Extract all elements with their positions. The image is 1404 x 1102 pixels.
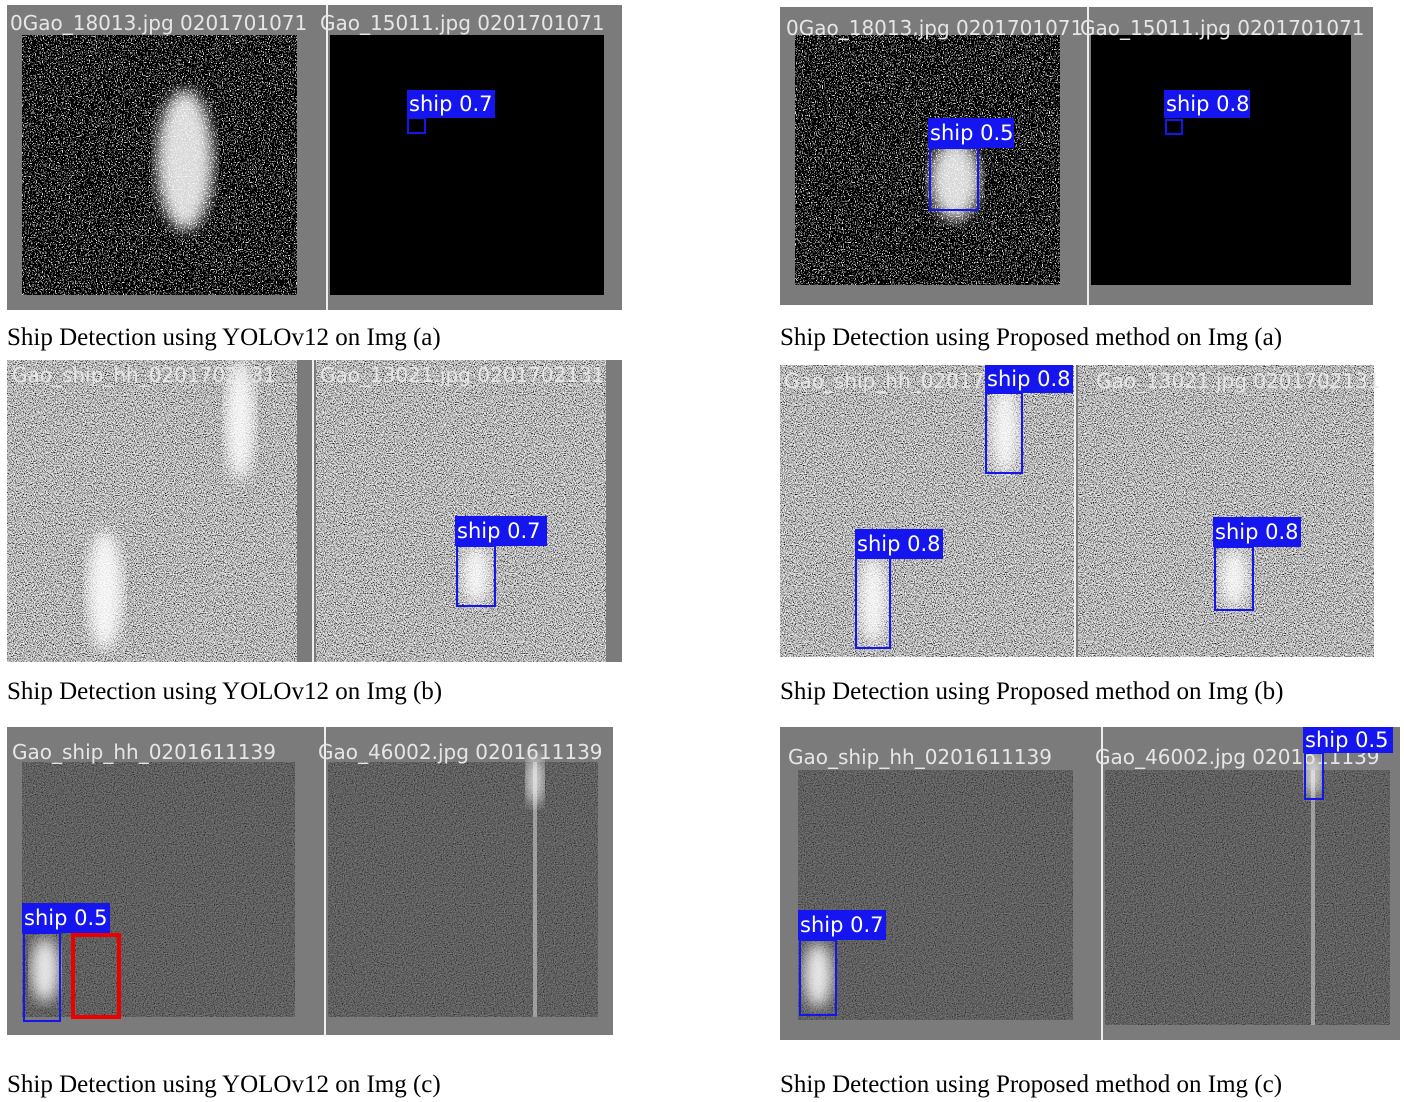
ship-echo	[87, 530, 123, 650]
ship-echo	[804, 943, 832, 1007]
detection-label-bg	[22, 903, 110, 933]
detection-label-bg	[407, 90, 495, 118]
image-filename: Gao_ship_hh_0201702131	[12, 363, 276, 387]
image-noise	[795, 35, 1060, 285]
detection-label-bg	[1164, 90, 1250, 118]
image-filename: 0Gao_18013.jpg 0201701071	[10, 11, 307, 35]
image-noise	[316, 360, 606, 662]
ship-echo	[462, 545, 490, 605]
caption: Ship Detection using Proposed method on …	[780, 324, 1282, 351]
image-noise	[328, 762, 598, 1017]
detection-label: ship 0.5	[1305, 728, 1389, 752]
ship-wake	[533, 762, 537, 1017]
detection-label-bg	[985, 365, 1073, 393]
detection-label-bg	[1303, 727, 1393, 753]
image-noise	[22, 762, 295, 1017]
missed-detection-box	[71, 933, 121, 1019]
caption: Ship Detection using YOLOv12 on Img (c)	[7, 1071, 441, 1098]
detection-label-bg	[798, 910, 886, 940]
ship-echo	[991, 385, 1019, 475]
ship-echo	[930, 140, 980, 220]
caption: Ship Detection using Proposed method on …	[780, 1071, 1282, 1098]
image-filename: Gao_13021.jpg 0201702131	[320, 363, 605, 387]
ship-echo	[157, 90, 213, 230]
detection-box	[1165, 119, 1183, 135]
detection-label: ship 0.7	[800, 913, 884, 937]
detection-label: ship 0.8	[1215, 520, 1299, 544]
image-filename: 0Gao_18013.jpg 0201701071	[786, 16, 1083, 40]
caption: Ship Detection using YOLOv12 on Img (a)	[7, 324, 441, 351]
detection-label-bg	[855, 529, 943, 559]
image-noise	[798, 770, 1073, 1020]
ship-echo	[1305, 753, 1321, 797]
ship-echo	[859, 555, 887, 645]
image-filename: Gao_ship_hh_0201611139	[788, 745, 1052, 769]
image-noise	[1105, 770, 1390, 1025]
detection-label: ship 0.5	[24, 906, 108, 930]
detection-label: ship 0.8	[1166, 92, 1250, 116]
ship-echo	[225, 360, 255, 480]
caption: Ship Detection using Proposed method on …	[780, 678, 1283, 705]
detection-label: ship 0.7	[457, 519, 541, 543]
image-base	[1091, 35, 1351, 285]
image-filename: Gao_15011.jpg 0201701071	[1080, 16, 1365, 40]
image-noise	[1078, 365, 1374, 657]
image-filename: Gao_15011.jpg 0201701071	[320, 11, 605, 35]
detection-label-bg	[1213, 517, 1301, 547]
image-noise	[780, 365, 1075, 657]
ship-wake	[1311, 770, 1315, 1025]
detection-label: ship 0.8	[857, 532, 941, 556]
detection-label: ship 0.8	[987, 367, 1071, 391]
ship-echo	[31, 938, 59, 1002]
ship-echo	[527, 755, 543, 805]
detection-label-bg	[928, 118, 1014, 148]
detection-label: ship 0.7	[409, 92, 493, 116]
caption: Ship Detection using YOLOv12 on Img (b)	[7, 678, 442, 705]
image-filename: Gao_ship_hh_0201611139	[12, 740, 276, 764]
detection-label-bg	[455, 516, 547, 546]
image-filename: Gao_46002.jpg 0201611139	[318, 740, 603, 764]
image-filename: Gao_13021.jpg 0201702131	[1096, 369, 1381, 393]
image-base	[330, 35, 604, 295]
detection-label: ship 0.5	[930, 121, 1014, 145]
ship-echo	[1220, 548, 1248, 608]
